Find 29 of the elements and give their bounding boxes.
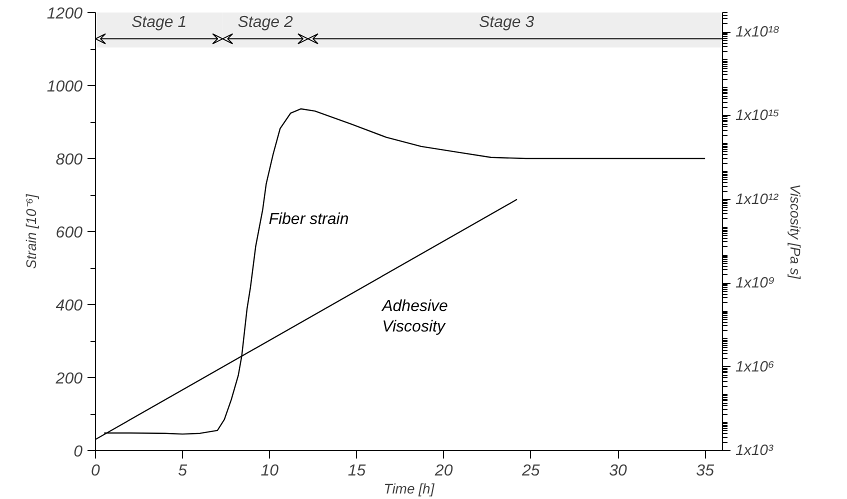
x-tick-label: 5 [178, 462, 188, 480]
x-tick-label: 25 [521, 462, 540, 480]
y2-tick-label: 1x10³ [736, 442, 774, 459]
band-label: Stage 2 [238, 14, 293, 31]
x-tick-label: 15 [348, 462, 366, 480]
y-tick-label: 0 [74, 444, 83, 460]
x-tick-label: 20 [434, 462, 453, 480]
y-tick-label: 1000 [46, 78, 83, 96]
x-tick-label: 10 [260, 462, 279, 480]
band-label: Stage 1 [131, 14, 187, 31]
y-tick-label: 200 [54, 370, 83, 388]
x-tick-label: 0 [91, 462, 100, 480]
y2-tick-label: 1x10¹² [736, 190, 780, 208]
y2-axis-title: Viscosity [Pa s] [788, 184, 804, 280]
y-axis-title: Strain [10⁻⁶] [22, 193, 39, 269]
y2-tick-label: 1x10⁹ [736, 274, 775, 292]
y2-tick-label: 1x10¹⁸ [736, 24, 780, 40]
x-tick-label: 35 [696, 462, 714, 480]
band-label: Stage 3 [478, 14, 534, 31]
y-tick-label: 1200 [46, 6, 83, 22]
x-axis-title: Time [h] [384, 480, 436, 496]
y-tick-label: 400 [56, 298, 83, 314]
x-tick-label: 30 [609, 462, 627, 480]
y2-tick-label: 1x10¹⁵ [736, 107, 780, 124]
y-tick-label: 600 [56, 224, 83, 242]
y-tick-label: 800 [56, 152, 83, 168]
series-label: Adhesive Viscosity [381, 298, 448, 336]
series-label: Fiber strain [268, 211, 349, 228]
y2-tick-label: 1x10⁶ [736, 358, 774, 376]
